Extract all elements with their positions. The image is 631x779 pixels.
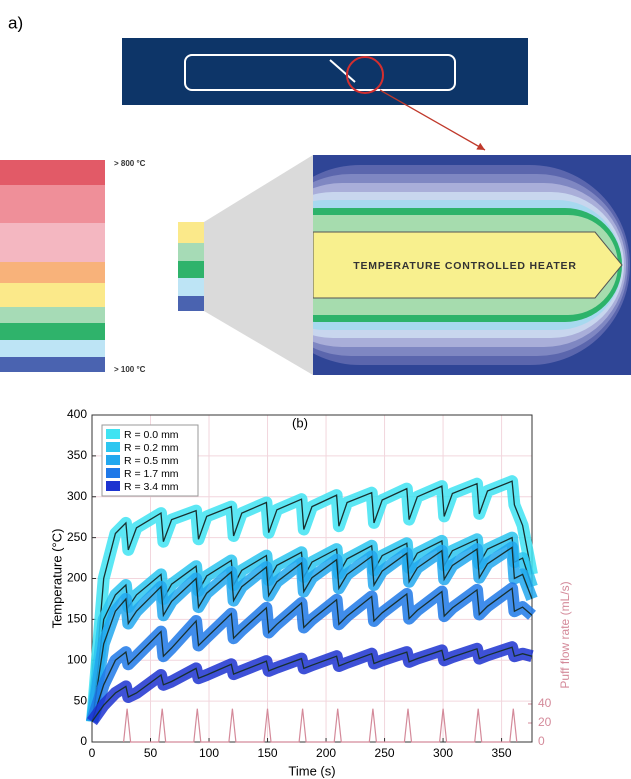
y2-tick-label: 0 bbox=[538, 734, 545, 748]
legend-swatch bbox=[106, 442, 120, 452]
chart-title: (b) bbox=[292, 415, 308, 430]
y-tick-label: 150 bbox=[67, 612, 87, 626]
legend-label: R = 0.0 mm bbox=[124, 429, 179, 441]
puff-line bbox=[124, 709, 517, 742]
heater-label: TEMPERATURE CONTROLLED HEATER bbox=[353, 260, 576, 272]
device-body bbox=[122, 38, 528, 105]
x-tick-label: 0 bbox=[89, 746, 96, 760]
small-scale bbox=[178, 222, 204, 311]
x-tick-label: 200 bbox=[316, 746, 336, 760]
x-tick-label: 350 bbox=[492, 746, 512, 760]
color-scale bbox=[0, 160, 105, 372]
y-tick-label: 0 bbox=[80, 734, 87, 748]
y-tick-label: 350 bbox=[67, 448, 87, 462]
scale-bottom-label: > 100 °C bbox=[114, 365, 146, 374]
x-tick-label: 300 bbox=[433, 746, 453, 760]
x-tick-label: 250 bbox=[375, 746, 395, 760]
y-tick-label: 300 bbox=[67, 489, 87, 503]
scale-top-label: > 800 °C bbox=[114, 159, 146, 168]
legend-swatch bbox=[106, 468, 120, 478]
panel-label: a) bbox=[8, 13, 23, 32]
y-tick-label: 200 bbox=[67, 571, 87, 585]
legend-swatch bbox=[106, 481, 120, 491]
y2-tick-label: 40 bbox=[538, 696, 552, 710]
y-axis-label: Temperature (°C) bbox=[49, 529, 64, 629]
legend-label: R = 3.4 mm bbox=[124, 481, 179, 493]
legend-label: R = 0.5 mm bbox=[124, 455, 179, 467]
x-tick-label: 50 bbox=[144, 746, 158, 760]
legend-swatch bbox=[106, 429, 120, 439]
y-tick-label: 100 bbox=[67, 652, 87, 666]
figure: a) > 800 °C > 100 °C TEMPERATURE CONTROL… bbox=[0, 0, 631, 779]
x-tick-label: 100 bbox=[199, 746, 219, 760]
legend-label: R = 1.7 mm bbox=[124, 468, 179, 480]
y-tick-label: 250 bbox=[67, 530, 87, 544]
y2-axis-label: Puff flow rate (mL/s) bbox=[558, 581, 572, 688]
x-axis-label: Time (s) bbox=[288, 763, 335, 778]
y-tick-label: 50 bbox=[74, 693, 88, 707]
x-tick-label: 150 bbox=[258, 746, 278, 760]
legend-swatch bbox=[106, 455, 120, 465]
y2-tick-label: 20 bbox=[538, 715, 552, 729]
legend-label: R = 0.2 mm bbox=[124, 442, 179, 454]
y-tick-label: 400 bbox=[67, 407, 87, 421]
zoom-projection bbox=[204, 155, 313, 375]
